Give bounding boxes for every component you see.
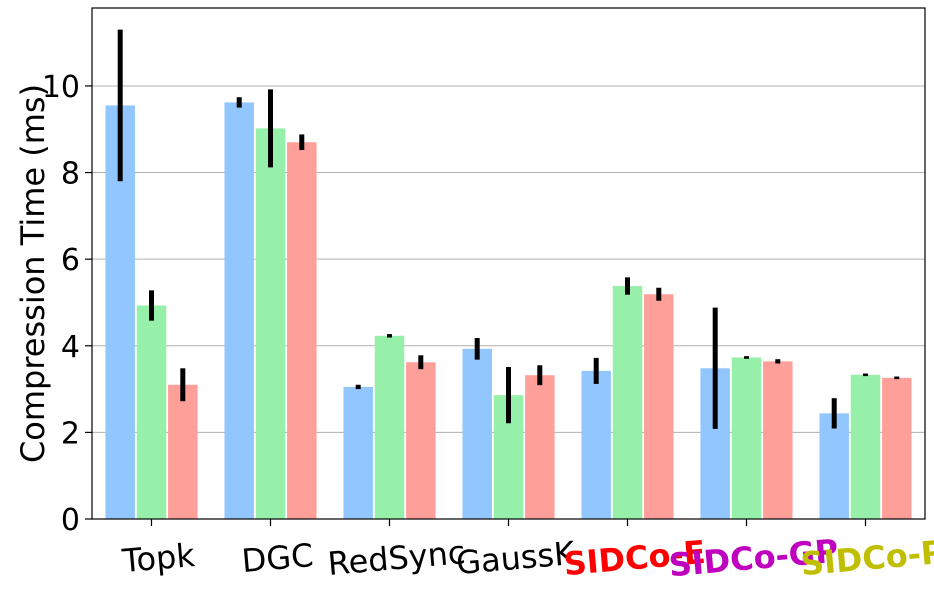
bar — [819, 413, 849, 519]
x-tick-label: Topk — [120, 536, 197, 580]
y-axis-title: Compression Time (ms) — [14, 84, 52, 463]
bar — [644, 294, 674, 519]
bar — [287, 142, 317, 519]
bar — [612, 286, 643, 519]
bar — [581, 370, 611, 519]
bar — [850, 374, 881, 519]
y-tick-label: 6 — [61, 243, 80, 278]
y-tick-label: 8 — [61, 157, 80, 192]
bar — [168, 384, 198, 519]
bar — [343, 386, 373, 519]
bar — [763, 361, 793, 519]
x-tick-label: RedSync — [326, 533, 467, 583]
bar — [374, 335, 405, 519]
y-tick-label: 2 — [61, 416, 80, 451]
bar — [255, 128, 286, 520]
bar — [224, 102, 254, 519]
bar — [731, 357, 762, 519]
x-axis-ticks: Topk DGC RedSyncGaussKSIDCo-ESIDCo-GPSIDCo… — [120, 519, 934, 584]
x-tick-label: GaussK — [455, 534, 578, 582]
bar — [136, 305, 167, 519]
bars — [105, 102, 912, 520]
bar — [882, 377, 912, 519]
bar — [406, 362, 436, 519]
bar — [462, 348, 492, 519]
error-bars — [117, 29, 900, 429]
y-tick-label: 10 — [42, 70, 80, 105]
y-axis-ticks: 0 2 4 6 8 10 — [42, 70, 92, 538]
bar — [525, 375, 555, 519]
y-tick-label: 4 — [61, 330, 80, 365]
y-tick-label: 0 — [61, 503, 80, 538]
x-tick-label: DGC — [240, 536, 315, 580]
